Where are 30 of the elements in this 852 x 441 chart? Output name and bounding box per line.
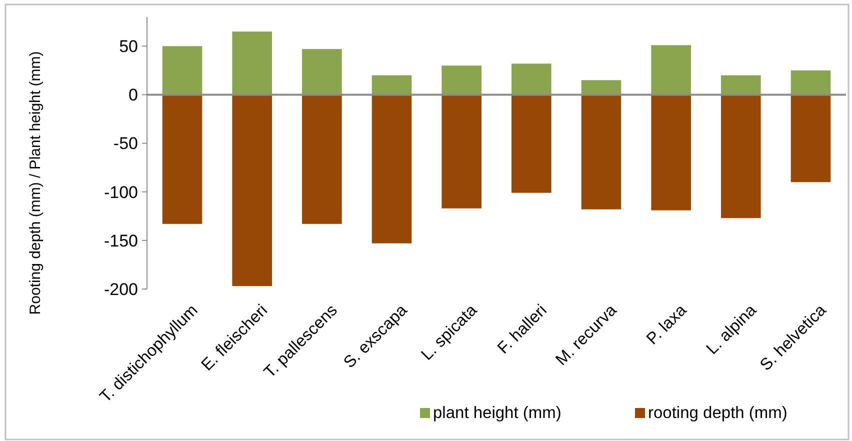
bar [581,94,622,210]
bar [790,70,831,95]
bar [372,75,412,95]
bar [651,45,691,95]
bar [651,94,691,210]
bar [721,75,761,95]
bar [162,94,202,224]
y-axis-title: Rooting depth (mm) / Plant height (mm) [27,51,44,315]
y-tick-label: -50 [113,134,138,154]
y-tick-label: 0 [128,86,138,105]
y-tick-label: -100 [104,182,138,202]
y-tick-label: -200 [104,280,138,299]
bar [442,66,482,95]
bar [302,49,342,95]
y-tick-label: -150 [104,231,138,250]
bar [372,94,412,244]
legend-label: rooting depth (mm) [648,404,788,422]
bar [232,32,272,95]
legend-label: plant height (mm) [433,404,562,422]
bar [512,94,552,193]
y-tick-label: 50 [119,37,138,56]
bar [442,94,482,208]
bar [232,94,272,286]
bar [512,64,552,95]
x-tick-label: P. laxa [643,300,691,348]
bar [721,94,761,218]
bar [790,94,831,182]
bar [162,46,202,95]
bar [581,80,622,95]
bar [302,94,342,224]
